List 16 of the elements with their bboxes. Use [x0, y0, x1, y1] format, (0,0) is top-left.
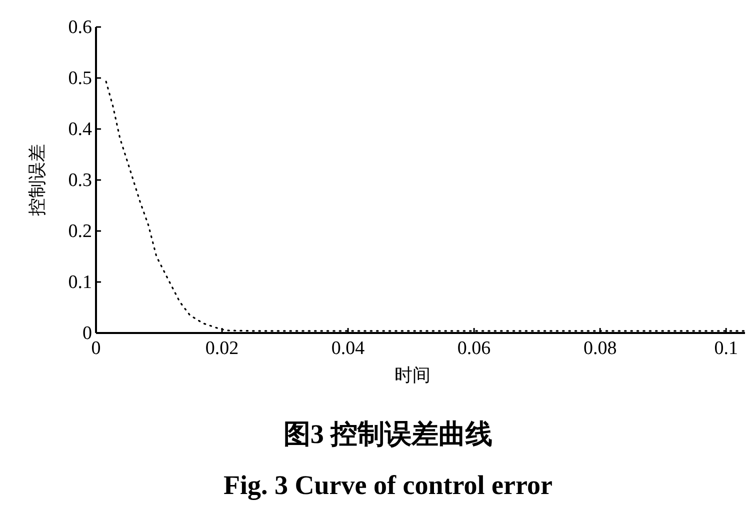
y-tick-label: 0	[82, 323, 92, 344]
x-tick-label: 0.04	[331, 338, 366, 359]
text: Fig. 3 Curve of control error	[224, 470, 552, 500]
y-tick-label: 0.1	[68, 272, 92, 293]
text: 图3 控制误差曲线	[283, 419, 493, 449]
x-tick-label: 0.1	[714, 338, 738, 359]
y-tick-label: 0.2	[68, 221, 92, 242]
y-axis-title: 控制误差	[27, 144, 47, 216]
x-tick-label: 0.02	[205, 338, 239, 359]
y-tick-label: 0.6	[68, 17, 92, 38]
y-tick-label: 0.4	[68, 119, 92, 140]
x-axis-title: 时间	[394, 365, 430, 385]
x-tick-label: 0.08	[583, 338, 617, 359]
x-tick-label: 0.06	[457, 338, 491, 359]
y-tick-label: 0.5	[68, 68, 92, 89]
y-tick-label: 0.3	[68, 170, 92, 191]
